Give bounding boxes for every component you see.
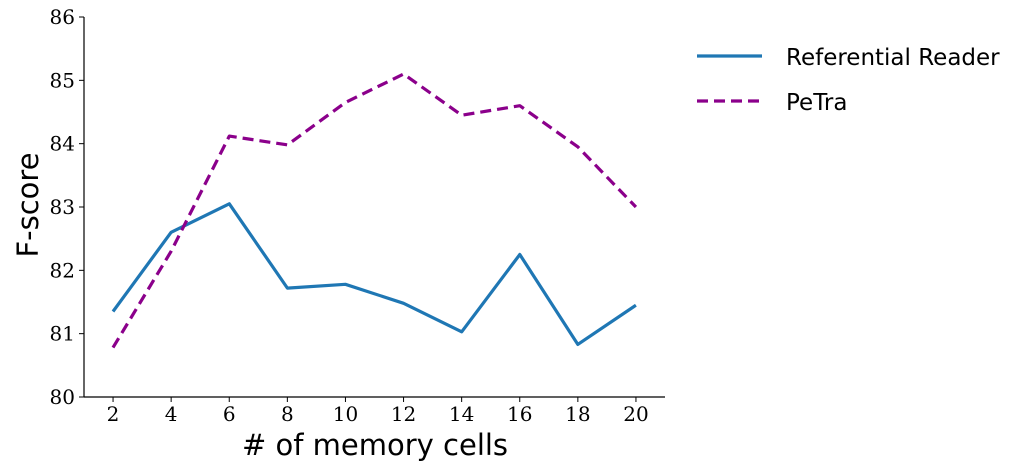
y-tick-label: 80 [50,385,75,409]
x-tick-label: 18 [565,402,590,426]
y-axis-label: F-score [11,152,45,257]
x-tick-label: 12 [391,402,416,426]
x-tick-label: 14 [449,402,474,426]
y-tick-label: 81 [50,322,75,346]
y-tick-label: 82 [50,258,75,282]
chart-legend: Referential Reader PeTra [697,45,1000,116]
y-tick-label: 86 [50,5,75,29]
y-tick-label: 84 [50,132,75,156]
x-tick-label: 16 [507,402,532,426]
legend-label: PeTra [786,90,847,116]
x-tick-label: 10 [333,402,358,426]
x-axis-label: # of memory cells [242,428,508,462]
x-tick-label: 8 [281,402,294,426]
legend-label: Referential Reader [786,45,1000,71]
x-tick-label: 6 [223,402,236,426]
chart-axes [83,17,665,398]
x-tick-label: 2 [107,402,120,426]
series-line-1 [111,202,637,346]
series-line-2 [111,72,638,349]
y-tick-label: 83 [50,195,75,219]
x-tick-label: 20 [623,402,648,426]
chart-ticks: 80 81 82 83 84 85 86 2 4 6 8 10 12 14 16 18 20 [50,5,649,426]
x-tick-label: 4 [165,402,178,426]
chart-series [111,72,638,349]
y-tick-label: 85 [50,68,75,92]
